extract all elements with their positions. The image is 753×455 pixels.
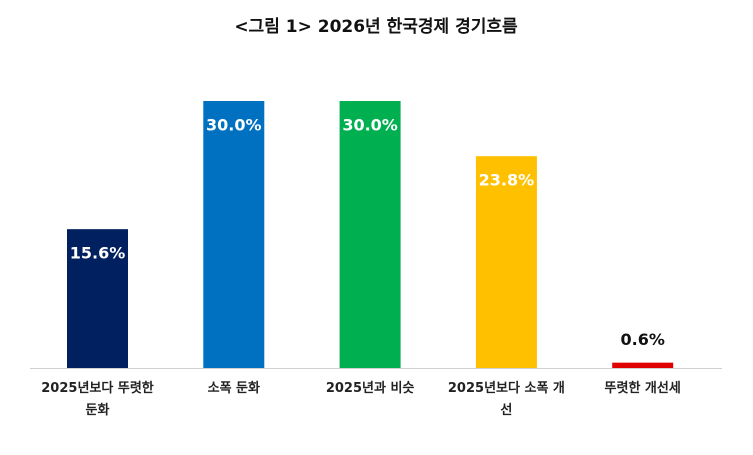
x-tick-label: 뚜렷한 개선세 (604, 381, 681, 396)
x-tick-label: 2025년보다 소폭 개선 (447, 381, 565, 418)
value-label: 23.8% (479, 171, 535, 190)
x-tick-label: 소폭 둔화 (207, 381, 260, 396)
bar (203, 101, 265, 368)
bar (339, 101, 401, 368)
value-label: 30.0% (342, 116, 398, 135)
chart-title: <그림 1> 2026년 한국경제 경기흐름 (234, 17, 518, 37)
x-tick-label: 2025년보다 뚜렷한 둔화 (41, 381, 154, 418)
bar (67, 229, 128, 368)
value-label: 30.0% (206, 116, 262, 135)
value-label: 0.6% (621, 330, 665, 349)
x-tick-label: 2025년과 비슷 (325, 381, 415, 396)
bar (612, 362, 674, 368)
value-label: 15.6% (70, 244, 126, 263)
bar (475, 156, 537, 368)
